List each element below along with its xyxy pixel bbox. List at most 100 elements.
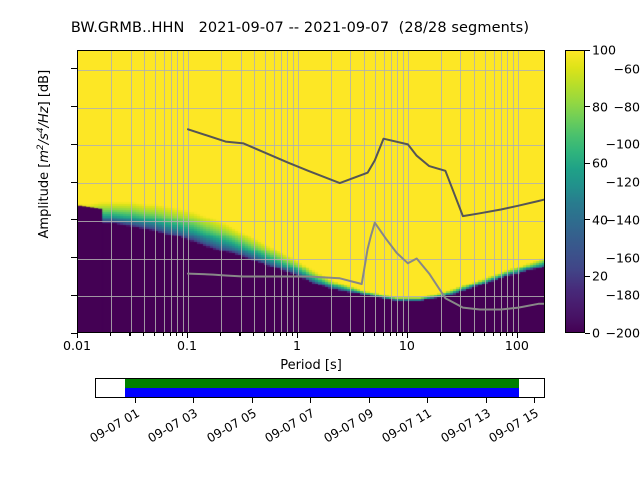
x-tick-mark-minor — [253, 333, 255, 336]
y-tick-mark — [71, 332, 77, 334]
y-tick-label: −140 — [605, 212, 640, 228]
x-tick-mark-minor — [272, 333, 274, 336]
grid-line-vertical — [512, 51, 514, 332]
colorbar-tick-label: 40 — [592, 212, 609, 228]
grid-line-vertical — [402, 51, 404, 332]
grid-line-vertical — [144, 51, 146, 332]
x-axis-label: Period [s] — [280, 358, 342, 373]
timeline-tick-mark — [533, 398, 535, 403]
colorbar-tick-label: 0 — [592, 325, 601, 341]
grid-line-vertical — [331, 51, 333, 332]
x-tick-mark-minor — [506, 333, 508, 336]
grid-line-vertical — [474, 51, 476, 332]
ppsd-plot-area[interactable] — [77, 50, 545, 333]
timeline-tick-mark — [368, 398, 370, 403]
grid-line-vertical — [273, 51, 275, 332]
timeline-tick-label: 09-07 07 — [262, 406, 318, 446]
y-tick-label: −120 — [605, 174, 640, 190]
grid-line-vertical — [407, 51, 409, 332]
y-tick-mark — [71, 143, 77, 145]
y-tick-mark — [71, 219, 77, 221]
y-tick-mark — [71, 181, 77, 183]
x-tick-label: 0.01 — [62, 338, 92, 353]
timeline-tick-mark — [251, 398, 253, 403]
x-tick-mark-minor — [143, 333, 145, 336]
x-tick-mark — [516, 333, 519, 338]
x-tick-mark-minor — [499, 333, 501, 336]
grid-line-vertical — [397, 51, 399, 332]
grid-line-vertical — [264, 51, 266, 332]
x-tick-mark — [406, 333, 409, 338]
grid-line-horizontal — [78, 69, 544, 71]
colorbar-tick-label: 60 — [592, 155, 609, 171]
x-tick-mark-minor — [286, 333, 288, 336]
grid-line-horizontal — [78, 220, 544, 222]
x-tick-mark-minor — [169, 333, 172, 336]
timeline-tick-label: 09-07 03 — [145, 406, 201, 446]
grid-line-vertical — [441, 51, 443, 332]
grid-line-vertical — [298, 51, 299, 332]
y-tick-label: −200 — [605, 325, 640, 341]
grid-line-vertical — [517, 51, 519, 332]
grid-line-horizontal — [78, 296, 544, 298]
colorbar-tick-label: 100 — [592, 42, 617, 58]
grid-line-vertical — [374, 51, 376, 332]
x-tick-mark-minor — [473, 333, 475, 336]
grid-line-vertical — [188, 51, 189, 332]
y-tick-label: −160 — [605, 250, 640, 266]
grid-line-vertical — [390, 51, 392, 332]
colorbar-tick-mark — [585, 332, 590, 334]
grid-line-horizontal — [78, 107, 544, 109]
y-tick-mark — [71, 257, 77, 259]
grid-line-vertical — [383, 51, 385, 332]
colorbar-tick-mark — [585, 275, 590, 277]
grid-line-vertical — [221, 51, 223, 332]
colorbar[interactable] — [565, 50, 585, 333]
timeline-tick-mark — [427, 398, 429, 403]
x-tick-mark — [77, 333, 79, 338]
x-tick-mark-minor — [389, 333, 391, 336]
x-tick-mark-minor — [220, 333, 222, 336]
x-tick-mark-minor — [263, 333, 265, 336]
x-tick-mark-minor — [440, 333, 442, 336]
x-tick-mark-minor — [483, 333, 485, 336]
x-tick-mark-minor — [110, 333, 112, 336]
grid-line-vertical — [493, 51, 495, 332]
timeline-tick-mark — [134, 398, 136, 403]
grid-line-vertical — [163, 51, 165, 332]
colorbar-tick-mark — [585, 106, 590, 108]
colorbar-tick-mark — [585, 162, 590, 164]
nlnm-curve — [187, 221, 544, 311]
grid-line-vertical — [484, 51, 486, 332]
grid-line-vertical — [111, 51, 113, 332]
grid-line-horizontal — [78, 258, 544, 260]
grid-line-vertical — [240, 51, 242, 332]
x-tick-mark-minor — [492, 333, 494, 336]
grid-line-vertical — [177, 51, 179, 332]
x-tick-mark-minor — [396, 333, 398, 336]
x-tick-label: 10 — [398, 338, 415, 353]
colorbar-tick-mark — [585, 219, 590, 221]
x-tick-label: 1 — [292, 338, 301, 353]
y-axis-label: Amplitude [m2/s4/Hz] [dB] Amplitude [m2/… — [35, 69, 53, 239]
x-tick-mark-minor — [349, 333, 351, 336]
timeline-bar-data-coverage — [125, 379, 520, 388]
x-tick-mark-minor — [511, 333, 513, 336]
grid-line-vertical — [280, 51, 282, 332]
grid-line-vertical — [364, 51, 366, 332]
x-tick-mark-minor — [176, 333, 178, 336]
grid-line-vertical — [170, 51, 172, 332]
plot-title: BW.GRMB..HHN 2021-09-07 -- 2021-09-07 (2… — [70, 20, 530, 36]
x-tick-mark-minor — [129, 333, 131, 336]
x-tick-mark-minor — [401, 333, 403, 336]
x-tick-mark-minor — [363, 333, 365, 336]
grid-line-vertical — [154, 51, 156, 332]
x-tick-mark-minor — [382, 333, 384, 336]
grid-line-vertical — [182, 51, 184, 332]
coverage-timeline[interactable] — [95, 378, 545, 398]
x-tick-mark-minor — [181, 333, 184, 336]
x-tick-mark-minor — [279, 333, 282, 336]
grid-line-vertical — [292, 51, 294, 332]
y-tick-label: −100 — [605, 136, 640, 152]
x-tick-mark-minor — [373, 333, 375, 336]
